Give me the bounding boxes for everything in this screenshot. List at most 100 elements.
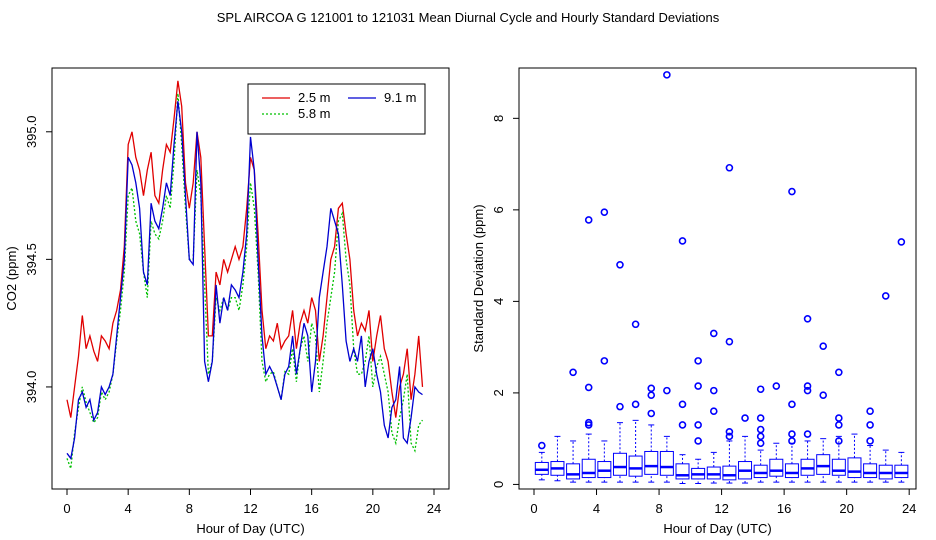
outlier-point [678, 237, 687, 245]
boxplot-hour [612, 260, 627, 483]
outlier-point [709, 329, 718, 338]
outlier-point [647, 409, 656, 418]
outlier-point [803, 430, 812, 438]
box-iqr [863, 463, 878, 479]
x-tick-label: 16 [777, 501, 791, 516]
outlier-point [756, 439, 765, 448]
boxplot-hour [722, 163, 737, 484]
outlier-point [866, 437, 874, 445]
legend-label: 5.8 m [298, 106, 331, 121]
y-tick-label: 6 [491, 206, 506, 213]
boxplot-hour [878, 292, 893, 483]
boxplot-hour [816, 342, 831, 483]
outlier-point [725, 432, 734, 441]
box-iqr [816, 454, 831, 475]
boxplot-hour [800, 314, 815, 483]
y-tick-label: 4 [491, 298, 506, 305]
outlier-point [788, 430, 796, 438]
boxplot-hour [675, 237, 690, 485]
boxplot-hour [644, 384, 659, 483]
outlier-point [584, 383, 593, 392]
box-iqr [675, 463, 690, 480]
box-iqr [644, 450, 659, 475]
plot-frame [518, 67, 917, 490]
outlier-point [756, 385, 765, 394]
x-tick-label: 4 [593, 501, 600, 516]
x-tick-label: 24 [902, 501, 916, 516]
outlier-point [835, 414, 843, 422]
outlier-point [694, 382, 702, 390]
figure-title: SPL AIRCOA G 121001 to 121031 Mean Diurn… [217, 10, 720, 25]
box-iqr [753, 464, 768, 479]
box-iqr [894, 464, 909, 479]
outlier-point [819, 342, 828, 351]
outlier-point [709, 386, 718, 395]
outlier-point [694, 437, 702, 445]
x-tick-label: 24 [427, 501, 441, 516]
boxplot-hour [691, 357, 706, 485]
box-iqr [628, 455, 643, 477]
outlier-point [741, 414, 749, 422]
outlier-point [631, 400, 640, 409]
outlier-point [678, 421, 687, 429]
legend-label: 2.5 m [298, 90, 331, 105]
y-axis-label: CO2 (ppm) [4, 246, 19, 310]
boxplot-hour [534, 441, 549, 481]
x-tick-label: 0 [63, 501, 70, 516]
boxplot-hour [831, 368, 846, 483]
x-tick-label: 8 [186, 501, 193, 516]
outlier-point [631, 320, 640, 329]
outlier-point [694, 357, 702, 365]
outlier-point [835, 437, 843, 445]
outlier-point [616, 260, 624, 269]
box-iqr [534, 461, 549, 475]
boxplot-hour [659, 71, 674, 483]
outlier-point [584, 418, 593, 427]
outlier-point [584, 216, 593, 224]
outlier-point [600, 208, 609, 216]
boxplot-hour [894, 238, 909, 483]
outlier-point [788, 187, 796, 196]
mean-diurnal-cycle-plot: 0 4 8 12 16 20 24 394.0 394.5 395.0 Hour of Day (U… [4, 67, 450, 536]
x-tick-label: 20 [839, 501, 853, 516]
y-tick-label: 2 [491, 389, 506, 396]
x-axis-label: Hour of Day (UTC) [196, 521, 304, 536]
y-tick-label: 395.0 [24, 116, 39, 149]
outlier-point [616, 402, 624, 411]
box-iqr [566, 463, 581, 480]
outlier-point [600, 357, 609, 365]
boxplot-hour [550, 435, 565, 482]
legend-box [247, 83, 426, 135]
outlier-point [569, 368, 577, 377]
x-tick-label: 8 [655, 501, 662, 516]
boxplot-hour [706, 329, 721, 484]
boxplot-hour [753, 385, 768, 483]
series-line-5-8-m [66, 93, 424, 469]
outlier-point [835, 368, 843, 377]
boxplot-hour [628, 320, 643, 483]
boxplot-hour [566, 368, 581, 483]
legend-label: 9.1 m [384, 90, 417, 105]
series-line-9-1-m [66, 101, 423, 460]
legend: 2.5 m5.8 m 9.1 m [247, 83, 426, 135]
y-axis-label: Standard Deviation (ppm) [471, 204, 486, 352]
boxplot-hour [784, 187, 799, 483]
box-iqr [831, 458, 846, 476]
outlier-point [647, 391, 656, 399]
boxplot-hour [581, 216, 596, 483]
outlier-point [678, 400, 687, 409]
box-iqr [847, 457, 862, 479]
outlier-point [725, 427, 734, 436]
boxplot-hour [847, 433, 862, 483]
box-iqr [659, 450, 674, 476]
outlier-point [756, 414, 765, 422]
box-iqr [769, 458, 784, 477]
outlier-point [788, 437, 796, 445]
outlier-point [897, 238, 906, 246]
x-tick-label: 4 [125, 501, 132, 516]
outlier-point [756, 432, 765, 441]
outlier-point [725, 163, 734, 172]
x-tick-label: 20 [366, 501, 380, 516]
outlier-point [694, 421, 702, 429]
